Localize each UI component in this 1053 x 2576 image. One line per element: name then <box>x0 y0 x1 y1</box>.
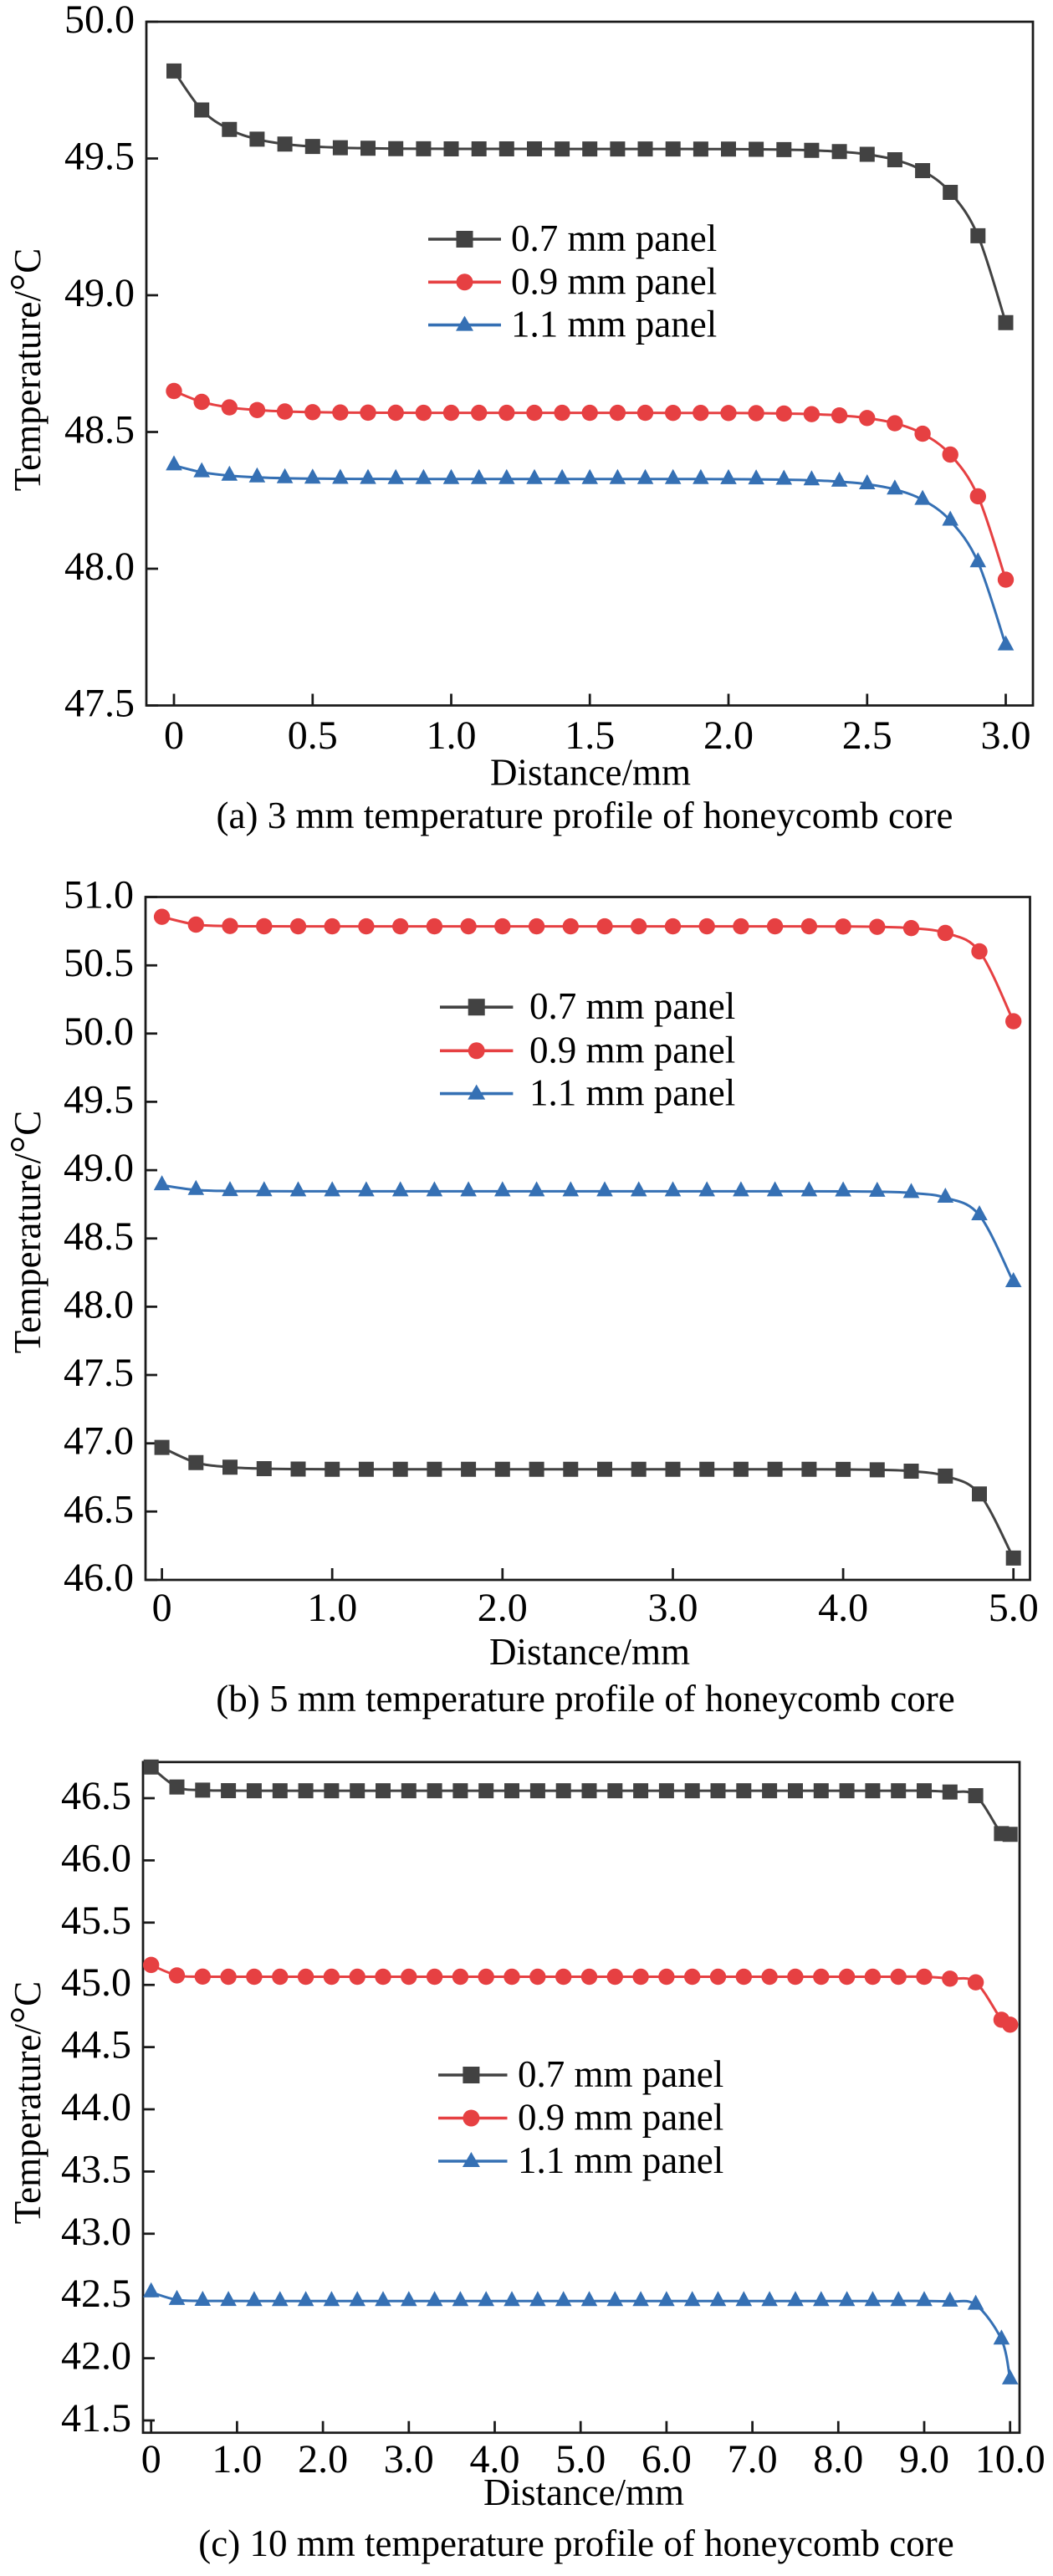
svg-text:10.0: 10.0 <box>975 2437 1045 2481</box>
svg-text:7.0: 7.0 <box>728 2437 778 2481</box>
svg-text:42.5: 42.5 <box>61 2272 131 2316</box>
svg-text:46.0: 46.0 <box>64 1556 134 1600</box>
svg-text:9.0: 9.0 <box>899 2437 949 2481</box>
svg-text:49.0: 49.0 <box>64 1146 134 1190</box>
svg-text:0.9 mm panel: 0.9 mm panel <box>511 260 717 302</box>
svg-text:5.0: 5.0 <box>989 1586 1039 1630</box>
svg-text:1.5: 1.5 <box>565 713 615 758</box>
svg-text:2.0: 2.0 <box>298 2437 348 2481</box>
svg-text:Temperature/°C: Temperature/°C <box>2 248 50 491</box>
svg-text:51.0: 51.0 <box>64 873 134 917</box>
svg-text:4.0: 4.0 <box>818 1586 868 1630</box>
svg-text:43.0: 43.0 <box>61 2210 131 2254</box>
svg-text:0: 0 <box>152 1586 172 1630</box>
svg-text:47.5: 47.5 <box>64 682 135 726</box>
svg-text:(a) 3 mm temperature profile o: (a) 3 mm temperature profile of honeycom… <box>217 795 953 836</box>
svg-text:50.0: 50.0 <box>64 0 135 42</box>
svg-text:2.5: 2.5 <box>842 713 892 758</box>
svg-text:50.0: 50.0 <box>64 1009 134 1054</box>
svg-text:1.1 mm panel: 1.1 mm panel <box>511 304 717 345</box>
svg-text:47.0: 47.0 <box>64 1419 134 1464</box>
svg-text:42.0: 42.0 <box>61 2334 131 2379</box>
svg-text:45.5: 45.5 <box>61 1899 131 1943</box>
svg-text:6.0: 6.0 <box>642 2437 692 2481</box>
svg-text:48.5: 48.5 <box>64 408 135 452</box>
svg-text:0.7 mm panel: 0.7 mm panel <box>518 2053 723 2095</box>
svg-text:48.0: 48.0 <box>64 544 135 589</box>
svg-text:49.5: 49.5 <box>64 1077 134 1122</box>
svg-text:43.5: 43.5 <box>61 2147 131 2191</box>
svg-text:0: 0 <box>164 713 184 758</box>
svg-text:0.5: 0.5 <box>288 713 338 758</box>
svg-text:46.5: 46.5 <box>61 1774 131 1818</box>
svg-text:3.0: 3.0 <box>384 2437 434 2481</box>
svg-text:46.0: 46.0 <box>61 1836 131 1880</box>
svg-text:3.0: 3.0 <box>981 713 1031 758</box>
svg-text:50.5: 50.5 <box>64 941 134 985</box>
svg-text:45.0: 45.0 <box>61 1960 131 2005</box>
svg-text:0.7 mm panel: 0.7 mm panel <box>511 217 717 259</box>
svg-text:48.0: 48.0 <box>64 1282 134 1326</box>
svg-text:5.0: 5.0 <box>555 2437 606 2481</box>
svg-text:1.1 mm panel: 1.1 mm panel <box>518 2139 723 2181</box>
svg-text:0.9 mm panel: 0.9 mm panel <box>529 1029 735 1071</box>
svg-text:Temperature/°C: Temperature/°C <box>2 1981 50 2224</box>
svg-text:2.0: 2.0 <box>703 713 754 758</box>
svg-text:44.5: 44.5 <box>61 2023 131 2067</box>
svg-text:(c) 10 mm temperature profile: (c) 10 mm temperature profile of honeyco… <box>198 2522 953 2564</box>
svg-text:49.5: 49.5 <box>64 135 135 179</box>
svg-text:46.5: 46.5 <box>64 1487 134 1531</box>
svg-text:1.0: 1.0 <box>212 2437 262 2481</box>
svg-text:0: 0 <box>141 2437 161 2481</box>
svg-text:Temperature/°C: Temperature/°C <box>2 1111 50 1353</box>
svg-text:(b) 5 mm temperature profile o: (b) 5 mm temperature profile of honeycom… <box>216 1678 954 1720</box>
svg-text:44.0: 44.0 <box>61 2085 131 2129</box>
svg-text:47.5: 47.5 <box>64 1351 134 1395</box>
svg-text:49.0: 49.0 <box>64 271 135 315</box>
svg-text:1.1 mm panel: 1.1 mm panel <box>529 1072 735 1114</box>
svg-text:1.0: 1.0 <box>307 1586 357 1630</box>
svg-text:48.5: 48.5 <box>64 1214 134 1259</box>
svg-text:41.5: 41.5 <box>61 2396 131 2441</box>
svg-text:0.9 mm panel: 0.9 mm panel <box>518 2097 723 2139</box>
svg-text:Distance/mm: Distance/mm <box>490 752 691 794</box>
svg-text:0.7 mm panel: 0.7 mm panel <box>529 985 735 1027</box>
svg-text:2.0: 2.0 <box>478 1586 528 1630</box>
svg-text:3.0: 3.0 <box>648 1586 698 1630</box>
svg-text:8.0: 8.0 <box>813 2437 863 2481</box>
svg-text:1.0: 1.0 <box>427 713 477 758</box>
svg-text:Distance/mm: Distance/mm <box>483 2471 684 2513</box>
svg-text:Distance/mm: Distance/mm <box>489 1631 690 1673</box>
svg-text:4.0: 4.0 <box>470 2437 520 2481</box>
